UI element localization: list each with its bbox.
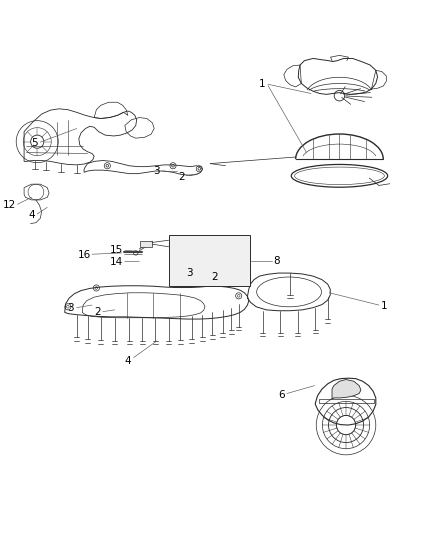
Text: 4: 4 [28,210,35,220]
Text: 15: 15 [110,245,123,255]
Text: 6: 6 [278,390,285,400]
Text: 2: 2 [94,307,101,317]
Text: 5: 5 [31,138,38,148]
Text: 16: 16 [78,250,91,260]
Text: 3: 3 [67,303,74,313]
Text: 2: 2 [178,172,185,182]
Text: 14: 14 [110,257,123,267]
Bar [169,235,250,286]
Text: 12: 12 [3,200,16,210]
Text: 3: 3 [186,268,193,278]
Text: 8: 8 [273,256,280,266]
Text: 1: 1 [258,79,265,90]
Text: 3: 3 [153,166,160,176]
Polygon shape [140,241,152,247]
Text: 1: 1 [381,301,388,311]
Text: 2: 2 [211,272,218,282]
Polygon shape [332,379,361,399]
Text: 4: 4 [124,356,131,366]
